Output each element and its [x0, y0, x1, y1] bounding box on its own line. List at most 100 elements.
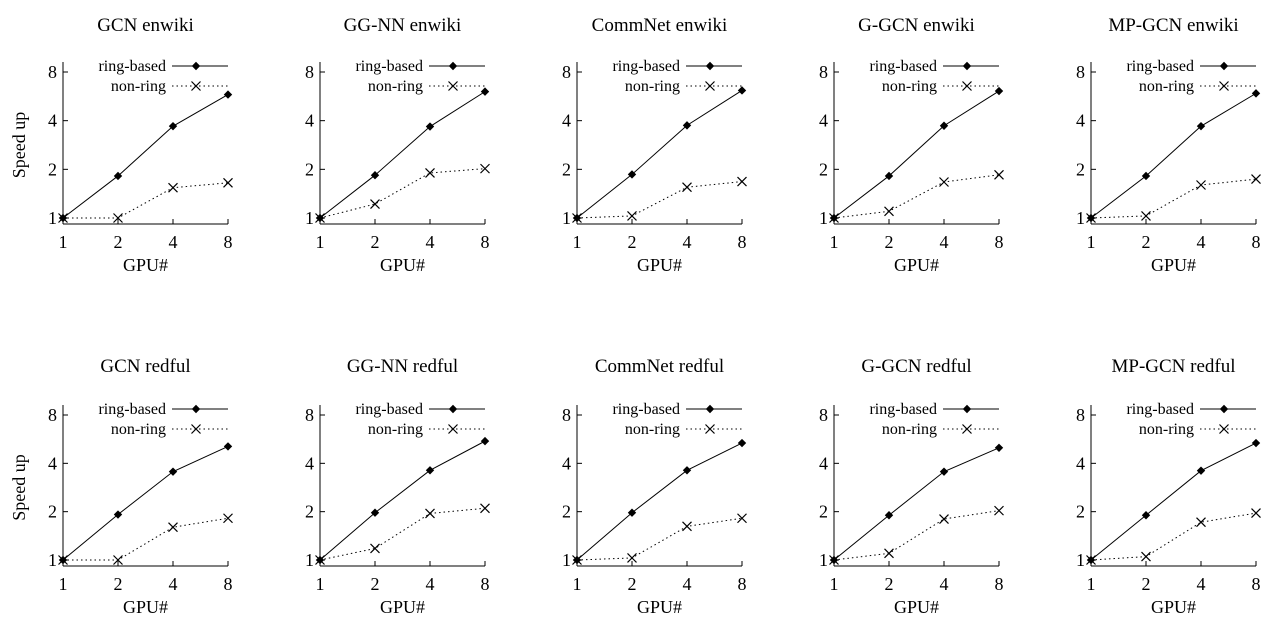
legend-marker-ring-based: [962, 404, 972, 414]
subplot-title: GG-NN redful: [347, 356, 458, 377]
subplot-title: G-GCN redful: [861, 356, 971, 377]
ring-based-point: [939, 467, 949, 476]
legend-marker-non-ring: [705, 424, 715, 434]
non-ring-point: [113, 213, 123, 223]
ring-based-point: [480, 87, 490, 96]
x-tick-label: 4: [169, 574, 178, 594]
legend-label-non-ring: non-ring: [1139, 78, 1194, 95]
ring-based-point: [627, 508, 637, 517]
non-ring-series-line: [833, 174, 1000, 219]
x-tick-label: 2: [885, 574, 894, 594]
non-ring-point: [1196, 180, 1206, 190]
x-tick-label: 1: [573, 232, 582, 252]
legend-label-ring-based: ring-based: [612, 58, 680, 75]
subplot-title: GCN redful: [100, 356, 190, 377]
non-ring-point: [572, 555, 582, 565]
non-ring-point: [1196, 517, 1206, 528]
ring-based-series-line: [576, 442, 743, 561]
legend-marker-non-ring: [1219, 81, 1229, 91]
subplot-title: CommNet redful: [595, 356, 724, 377]
ring-based-series-line: [319, 440, 486, 561]
ring-based-point: [223, 90, 233, 99]
x-axis-label: GPU#: [123, 255, 168, 275]
non-ring-point: [113, 555, 123, 565]
ring-based-point: [1196, 466, 1206, 475]
y-tick-label: 2: [819, 159, 828, 179]
non-ring-point: [315, 213, 325, 223]
ring-based-point: [425, 466, 435, 475]
ring-based-point: [737, 438, 747, 448]
x-tick-label: 4: [940, 232, 949, 252]
subplot-title: MP-GCN redful: [1111, 356, 1235, 377]
ring-based-point: [480, 436, 490, 446]
non-ring-point: [939, 514, 949, 524]
ring-based-series-line: [62, 445, 229, 561]
y-tick-label: 1: [48, 550, 57, 570]
ring-based-series-line: [1090, 442, 1257, 561]
non-ring-point: [627, 211, 637, 221]
legend-marker-ring-based: [962, 61, 972, 71]
y-tick-label: 2: [562, 502, 571, 522]
non-ring-point: [627, 553, 637, 563]
legend-marker-ring-based: [191, 61, 201, 71]
non-ring-point: [425, 508, 435, 519]
legend-marker-ring-based: [191, 404, 201, 414]
x-axis-label: GPU#: [380, 597, 425, 617]
legend: ring-based non-ring: [1126, 401, 1256, 438]
x-axis-label: GPU#: [894, 255, 939, 275]
y-tick-label: 4: [305, 453, 314, 473]
y-tick-label: 4: [819, 111, 828, 131]
non-ring-point: [829, 555, 839, 565]
x-tick-label: 4: [426, 574, 435, 594]
ring-based-point: [1141, 511, 1151, 520]
x-axis-label: GPU#: [1151, 255, 1196, 275]
ring-based-point: [370, 508, 380, 517]
x-tick-label: 8: [224, 232, 233, 252]
subplot-title: MP-GCN enwiki: [1108, 15, 1238, 36]
non-ring-point: [223, 513, 233, 524]
ring-based-point: [682, 466, 692, 475]
legend: ring-based non-ring: [355, 58, 485, 95]
x-tick-label: 1: [59, 232, 68, 252]
y-tick-label: 8: [305, 62, 314, 82]
x-tick-label: 1: [830, 574, 839, 594]
x-tick-label: 2: [114, 232, 123, 252]
non-ring-point: [168, 182, 178, 193]
x-tick-label: 1: [573, 574, 582, 594]
ring-based-series-line: [319, 91, 486, 219]
x-tick-label: 1: [316, 574, 325, 594]
ring-based-point: [223, 442, 233, 451]
legend-label-non-ring: non-ring: [882, 421, 937, 438]
legend: ring-based non-ring: [98, 58, 228, 95]
x-tick-label: 4: [683, 574, 692, 594]
legend-marker-non-ring: [191, 81, 201, 91]
x-tick-label: 4: [1197, 574, 1206, 594]
legend-label-ring-based: ring-based: [869, 401, 937, 418]
y-axis-label: Speed up: [9, 454, 29, 521]
ring-based-point: [1141, 171, 1151, 181]
non-ring-point: [1251, 508, 1261, 518]
x-tick-label: 8: [1252, 574, 1261, 594]
non-ring-point: [884, 206, 894, 217]
x-axis-label: GPU#: [1151, 597, 1196, 617]
y-tick-label: 2: [305, 159, 314, 179]
y-tick-label: 1: [562, 208, 571, 228]
y-tick-label: 4: [1076, 453, 1085, 473]
x-tick-label: 8: [738, 574, 747, 594]
non-ring-point: [994, 505, 1004, 516]
legend: ring-based non-ring: [612, 58, 742, 95]
legend-marker-non-ring: [962, 81, 972, 91]
legend-label-non-ring: non-ring: [111, 78, 166, 95]
x-tick-label: 4: [169, 232, 178, 252]
legend-label-ring-based: ring-based: [612, 401, 680, 418]
y-tick-label: 2: [1076, 159, 1085, 179]
subplot-title: CommNet enwiki: [592, 15, 728, 36]
y-tick-label: 1: [562, 550, 571, 570]
legend-label-ring-based: ring-based: [355, 58, 423, 75]
legend-label-ring-based: ring-based: [98, 401, 166, 418]
y-tick-label: 8: [48, 62, 57, 82]
